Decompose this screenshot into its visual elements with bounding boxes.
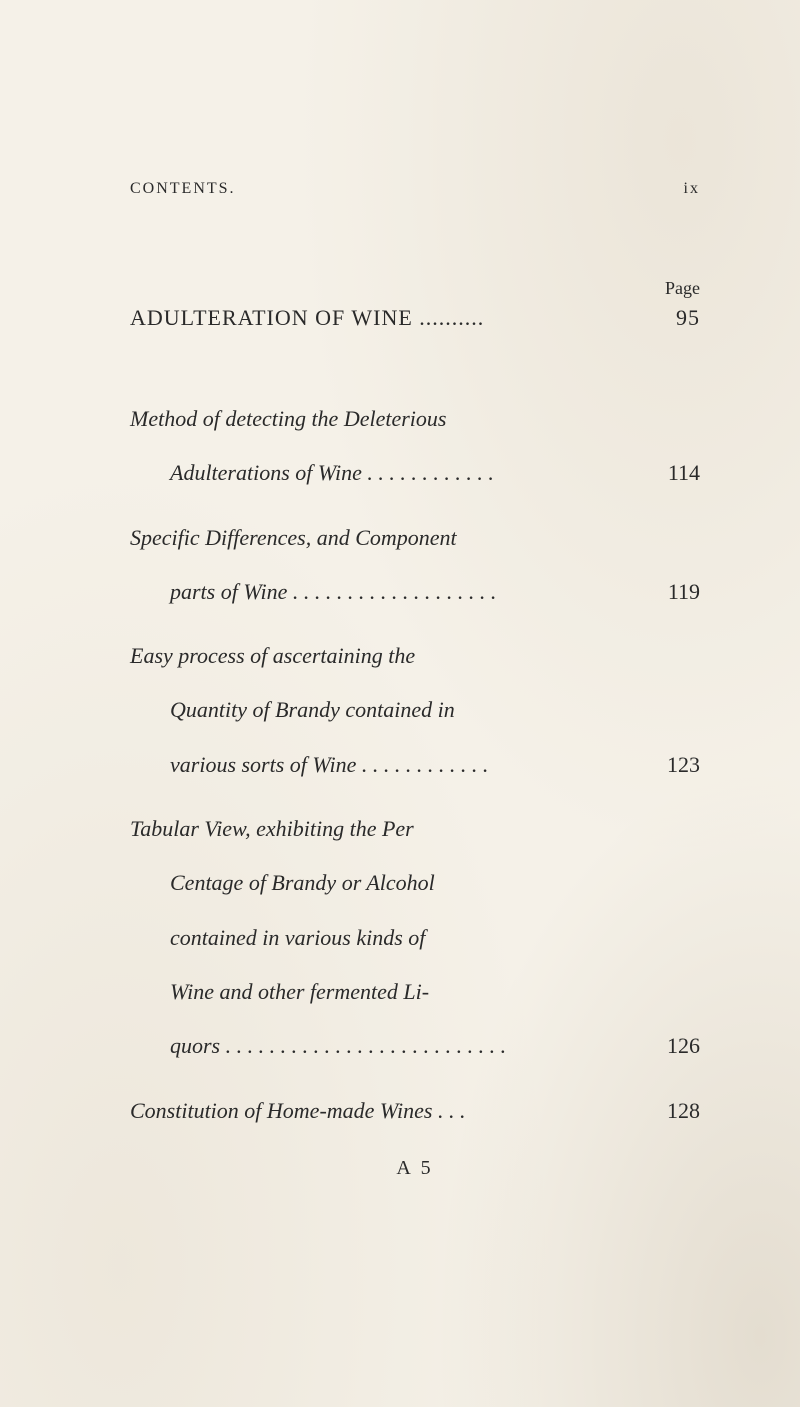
section-heading-row: ADULTERATION OF WINE .......... 95	[130, 305, 700, 331]
section-page-number: 95	[676, 305, 700, 331]
toc-entry: Easy process of ascertaining the Quantity…	[130, 638, 700, 783]
signature-mark: A 5	[130, 1157, 700, 1180]
toc-line-text: Specific Differences, and Component	[130, 520, 700, 556]
toc-line: quors . . . . . . . . . . . . . . . . . …	[130, 1028, 700, 1064]
toc-line: Centage of Brandy or Alcohol	[130, 865, 700, 901]
toc-line: Specific Differences, and Component	[130, 520, 700, 556]
toc-line-text: parts of Wine . . . . . . . . . . . . . …	[130, 574, 668, 610]
page-container: CONTENTS. ix Page ADULTERATION OF WINE .…	[0, 0, 800, 1240]
toc-entries: Method of detecting the Deleterious Adult…	[130, 401, 700, 1129]
toc-entry: Constitution of Home-made Wines . . .128	[130, 1093, 700, 1129]
toc-entry: Tabular View, exhibiting the Per Centage …	[130, 811, 700, 1064]
toc-line: Easy process of ascertaining the	[130, 638, 700, 674]
toc-line-text: Adulterations of Wine . . . . . . . . . …	[130, 455, 668, 491]
toc-line-text: Wine and other fermented Li-	[130, 974, 700, 1010]
toc-line-text: Tabular View, exhibiting the Per	[130, 811, 700, 847]
toc-entry: Specific Differences, and Component parts…	[130, 520, 700, 611]
toc-line-text: various sorts of Wine . . . . . . . . . …	[130, 747, 667, 783]
toc-entry: Method of detecting the Deleterious Adult…	[130, 401, 700, 492]
toc-line-text: Constitution of Home-made Wines . . .	[130, 1093, 667, 1129]
toc-line-text: contained in various kinds of	[130, 920, 700, 956]
toc-line: Wine and other fermented Li-	[130, 974, 700, 1010]
header-title: CONTENTS.	[130, 180, 236, 198]
toc-line-page: 119	[668, 574, 700, 610]
toc-line: Adulterations of Wine . . . . . . . . . …	[130, 455, 700, 491]
toc-line-text: quors . . . . . . . . . . . . . . . . . …	[130, 1028, 667, 1064]
section-title: ADULTERATION OF WINE ..........	[130, 305, 484, 331]
toc-line-text: Method of detecting the Deleterious	[130, 401, 700, 437]
toc-line: Constitution of Home-made Wines . . .128	[130, 1093, 700, 1129]
header-roman-numeral: ix	[684, 180, 700, 198]
toc-line: Method of detecting the Deleterious	[130, 401, 700, 437]
toc-line-text: Centage of Brandy or Alcohol	[130, 865, 700, 901]
toc-line-page: 123	[667, 747, 700, 783]
toc-line-page: 128	[667, 1093, 700, 1129]
toc-line-page: 114	[668, 455, 700, 491]
toc-line: Quantity of Brandy contained in	[130, 692, 700, 728]
toc-line: various sorts of Wine . . . . . . . . . …	[130, 747, 700, 783]
toc-line-text: Easy process of ascertaining the	[130, 638, 700, 674]
toc-line-text: Quantity of Brandy contained in	[130, 692, 700, 728]
toc-line-page: 126	[667, 1028, 700, 1064]
running-header: CONTENTS. ix	[130, 180, 700, 198]
page-column-label: Page	[130, 278, 700, 299]
toc-line: parts of Wine . . . . . . . . . . . . . …	[130, 574, 700, 610]
toc-line: Tabular View, exhibiting the Per	[130, 811, 700, 847]
toc-line: contained in various kinds of	[130, 920, 700, 956]
